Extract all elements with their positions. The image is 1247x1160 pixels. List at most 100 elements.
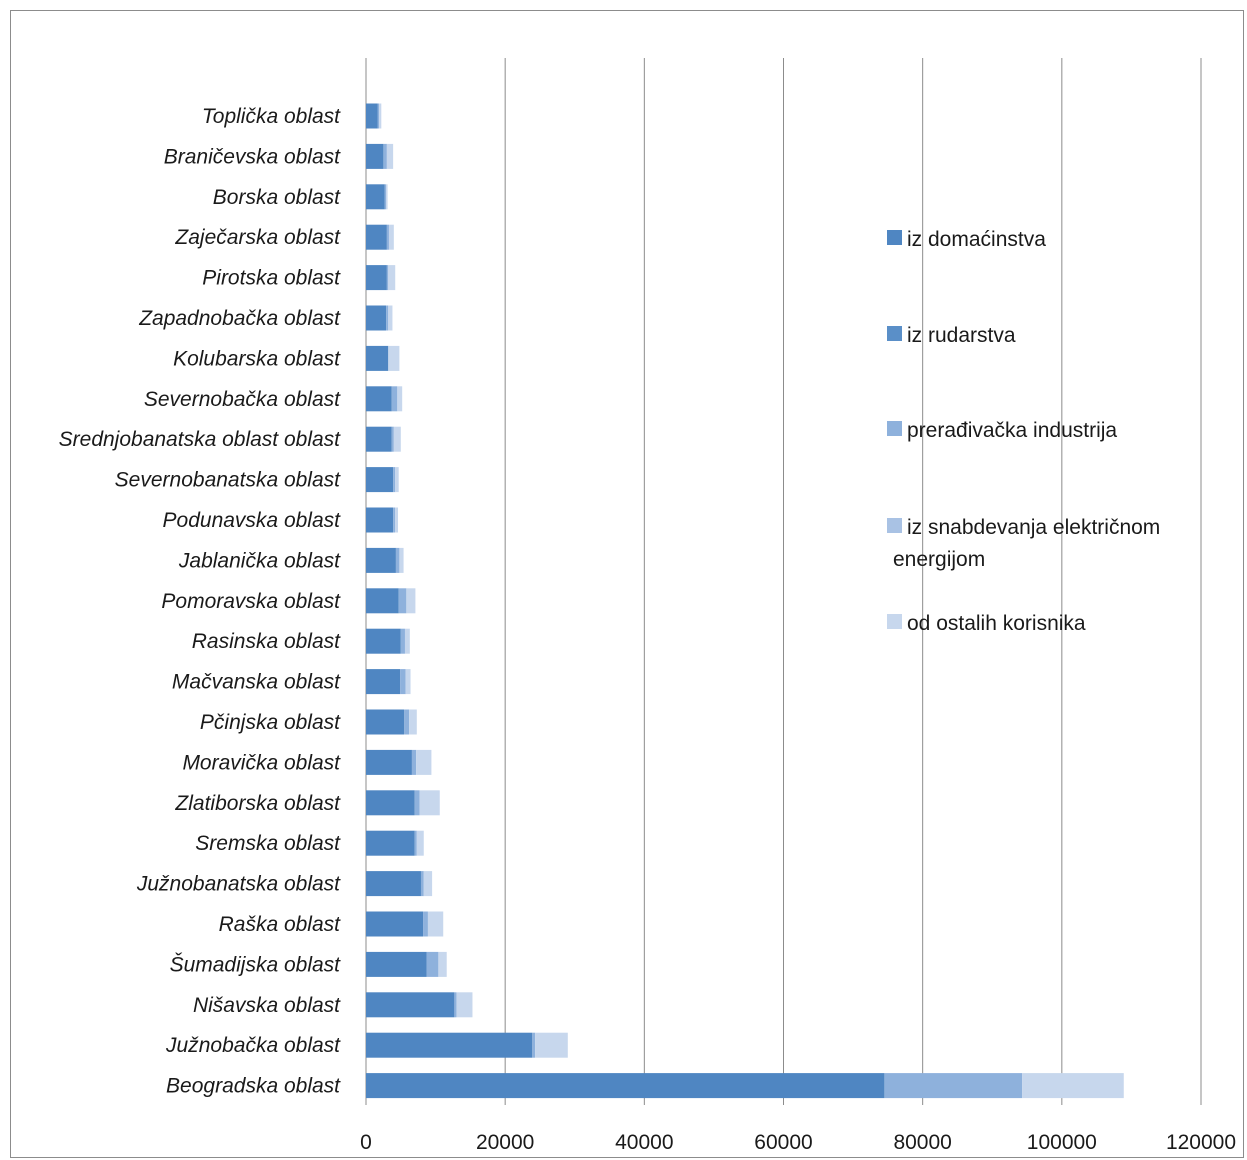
category-label: Južnobačka oblast — [165, 1034, 341, 1057]
category-label: Zlatiborska oblast — [174, 792, 341, 815]
category-label: Podunavska oblast — [163, 509, 342, 532]
bar-segment — [366, 830, 415, 856]
bar-segment — [366, 386, 392, 412]
legend-swatch — [887, 230, 902, 245]
bar-segment — [366, 709, 405, 735]
bar-segment — [438, 951, 447, 977]
bar-segment — [386, 305, 389, 331]
bar-segment — [884, 1073, 1023, 1099]
bar-segment — [409, 709, 417, 735]
bar-segment — [391, 426, 394, 452]
bar-segment — [419, 790, 440, 816]
bar-segment — [366, 1032, 533, 1058]
category-label: Borska oblast — [213, 186, 341, 209]
bar-segment — [366, 265, 387, 291]
category-label: Kolubarska oblast — [173, 347, 341, 370]
bar-segment — [427, 911, 444, 937]
bar-segment — [366, 143, 384, 169]
x-tick-label: 20000 — [476, 1131, 534, 1154]
category-label: Braničevska oblast — [164, 145, 341, 168]
legend-label: iz snabdevanja električnom — [907, 516, 1160, 539]
bar-segment — [395, 467, 399, 493]
x-tick-label: 120000 — [1166, 1131, 1236, 1154]
bar-segment — [388, 305, 393, 331]
bar-segment — [366, 911, 424, 937]
bar-segment — [386, 143, 394, 169]
category-label: Srednjobanatska oblast oblast — [59, 428, 342, 451]
bar-segment — [366, 790, 415, 816]
category-label: Zapadnobačka oblast — [138, 307, 341, 330]
legend-swatch — [887, 326, 902, 341]
legend-label: iz rudarstva — [907, 324, 1016, 347]
bar-segment — [393, 467, 396, 493]
x-tick-label: 0 — [360, 1131, 372, 1154]
bar-segment — [416, 830, 424, 856]
bar-segment — [388, 265, 396, 291]
bar-segment — [398, 588, 407, 614]
bar-segment — [454, 992, 457, 1018]
bar-segment — [400, 669, 406, 695]
bar-segment — [366, 345, 389, 371]
bar-segment — [366, 669, 401, 695]
bar-segment — [379, 103, 382, 129]
category-label: Severnobačka oblast — [144, 388, 341, 411]
category-label: Raška oblast — [219, 913, 342, 936]
bar-segment — [366, 628, 401, 654]
category-label: Nišavska oblast — [193, 994, 341, 1017]
category-label: Beogradska oblast — [166, 1075, 341, 1098]
bars — [366, 103, 1124, 1099]
bar-segment — [535, 1032, 568, 1058]
bar-segment — [400, 628, 405, 654]
bar-segment — [366, 992, 455, 1018]
bar-segment — [404, 709, 410, 735]
bar-segment — [386, 265, 389, 291]
bar-segment — [366, 184, 385, 210]
x-tick-label: 80000 — [893, 1131, 951, 1154]
x-tick-label: 40000 — [615, 1131, 673, 1154]
category-label: Pirotska oblast — [202, 267, 341, 290]
bar-segment — [366, 103, 378, 129]
bar-segment — [366, 749, 412, 775]
bar-segment — [366, 507, 394, 533]
category-label: Pomoravska oblast — [161, 590, 341, 613]
bar-segment — [386, 184, 388, 210]
bar-segment — [426, 951, 439, 977]
bar-segment — [423, 871, 433, 897]
bar-segment — [388, 345, 400, 371]
bar-segment — [377, 103, 380, 129]
bar-segment — [393, 426, 401, 452]
bar-segment — [384, 184, 387, 210]
bar-segment — [399, 547, 404, 573]
bar-segment — [456, 992, 473, 1018]
bar-segment — [366, 547, 396, 573]
x-tick-label: 60000 — [754, 1131, 812, 1154]
bar-segment — [416, 749, 432, 775]
category-label: Sremska oblast — [195, 832, 341, 855]
legend-swatch — [887, 518, 902, 533]
category-label: Južnobanatska oblast — [136, 873, 341, 896]
bar-segment — [366, 467, 394, 493]
category-label: Rasinska oblast — [192, 630, 341, 653]
gridlines — [365, 58, 1202, 1105]
bar-segment — [405, 669, 411, 695]
category-label: Toplička oblast — [202, 105, 341, 128]
chart-frame — [10, 10, 1244, 1158]
x-tick-label: 100000 — [1027, 1131, 1097, 1154]
legend-label: od ostalih korisnika — [907, 612, 1086, 635]
category-labels: Toplička oblast Braničevska oblast Borska … — [59, 105, 342, 1098]
legend-label: energijom — [893, 548, 985, 571]
bar-segment — [423, 911, 428, 937]
bar-segment — [366, 426, 392, 452]
bar-segment — [383, 143, 387, 169]
category-label: Pčinjska oblast — [200, 711, 341, 734]
legend-label: iz domaćinstva — [907, 228, 1046, 251]
bar-segment — [393, 507, 396, 533]
bar-segment — [414, 830, 417, 856]
legend-label: prerađivačka industrija — [907, 419, 1117, 442]
bar-segment — [420, 871, 424, 897]
bar-segment — [388, 224, 394, 250]
category-label: Šumadijska oblast — [170, 953, 342, 976]
bar-segment — [366, 1073, 885, 1099]
category-label: Jablanička oblast — [178, 549, 341, 572]
